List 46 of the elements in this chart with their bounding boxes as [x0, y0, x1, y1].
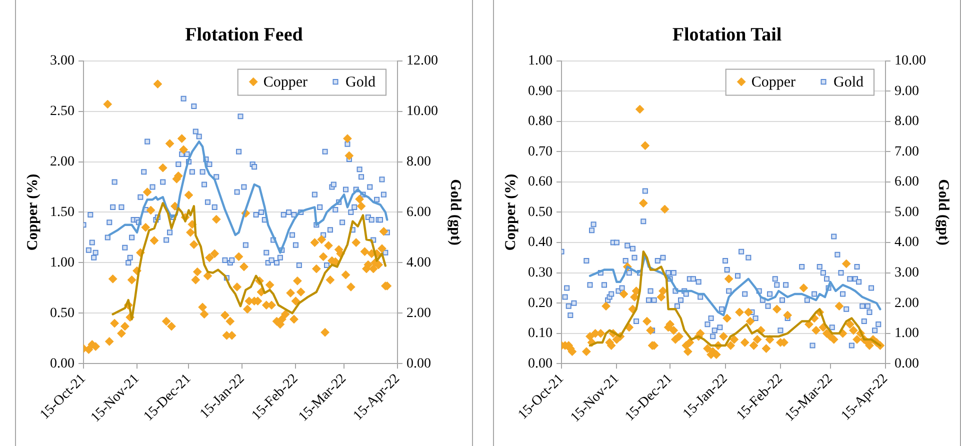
y2-axis-title: Gold (gpt)	[447, 179, 464, 246]
y-tick-label: 3.00	[50, 53, 74, 68]
chart-title: Flotation Feed	[185, 24, 304, 46]
y-tick-label: 2.00	[50, 154, 74, 170]
y-tick-label: 0.00	[50, 356, 74, 372]
legend-label: Gold	[346, 74, 376, 91]
y2-tick-label: 0.00	[894, 356, 919, 372]
y2-tick-label: 3.00	[894, 265, 919, 280]
y-tick-label: 1.50	[50, 204, 74, 220]
y2-tick-label: 0.00	[406, 356, 431, 372]
y2-tick-label: 1.00	[894, 326, 919, 342]
y-tick-label: 0.20	[528, 296, 552, 311]
y-tick-label: 0.40	[528, 235, 552, 250]
y2-tick-label: 8.00	[406, 154, 431, 170]
y2-tick-label: 4.00	[406, 255, 431, 270]
y-tick-label: 0.50	[50, 306, 74, 321]
y2-tick-label: 9.00	[894, 84, 919, 99]
y-tick-label: 1.00	[50, 255, 74, 270]
y-tick-label: 0.10	[528, 326, 552, 342]
y-tick-label: 0.80	[528, 114, 552, 130]
y-tick-label: 2.50	[50, 104, 74, 119]
legend-label: Gold	[834, 74, 864, 91]
chart-title: Flotation Tail	[672, 24, 782, 46]
y-tick-label: 0.00	[528, 356, 552, 372]
y-tick-label: 0.60	[528, 174, 552, 190]
y2-tick-label: 6.00	[406, 204, 431, 220]
y2-tick-label: 12.00	[406, 53, 438, 68]
y-axis-title: Copper (%)	[24, 174, 41, 251]
y-tick-label: 0.30	[528, 265, 552, 280]
legend-label: Copper	[263, 74, 308, 91]
y2-tick-label: 4.00	[894, 235, 919, 250]
y-tick-label: 0.70	[528, 144, 552, 160]
y2-tick-label: 2.00	[406, 306, 431, 321]
y2-tick-label: 8.00	[894, 114, 919, 130]
y2-tick-label: 10.00	[894, 53, 926, 68]
legend-label: Copper	[751, 74, 796, 91]
y2-tick-label: 5.00	[894, 204, 919, 220]
y-tick-label: 1.00	[528, 53, 552, 68]
y2-tick-label: 7.00	[894, 144, 919, 160]
y2-axis-title: Gold (gpt)	[935, 179, 952, 246]
y-axis-title: Copper (%)	[502, 174, 519, 251]
y-tick-label: 0.90	[528, 84, 552, 99]
y-tick-label: 0.50	[528, 204, 552, 220]
y2-tick-label: 10.00	[406, 104, 438, 119]
y2-tick-label: 2.00	[894, 296, 919, 311]
y2-tick-label: 6.00	[894, 174, 919, 190]
